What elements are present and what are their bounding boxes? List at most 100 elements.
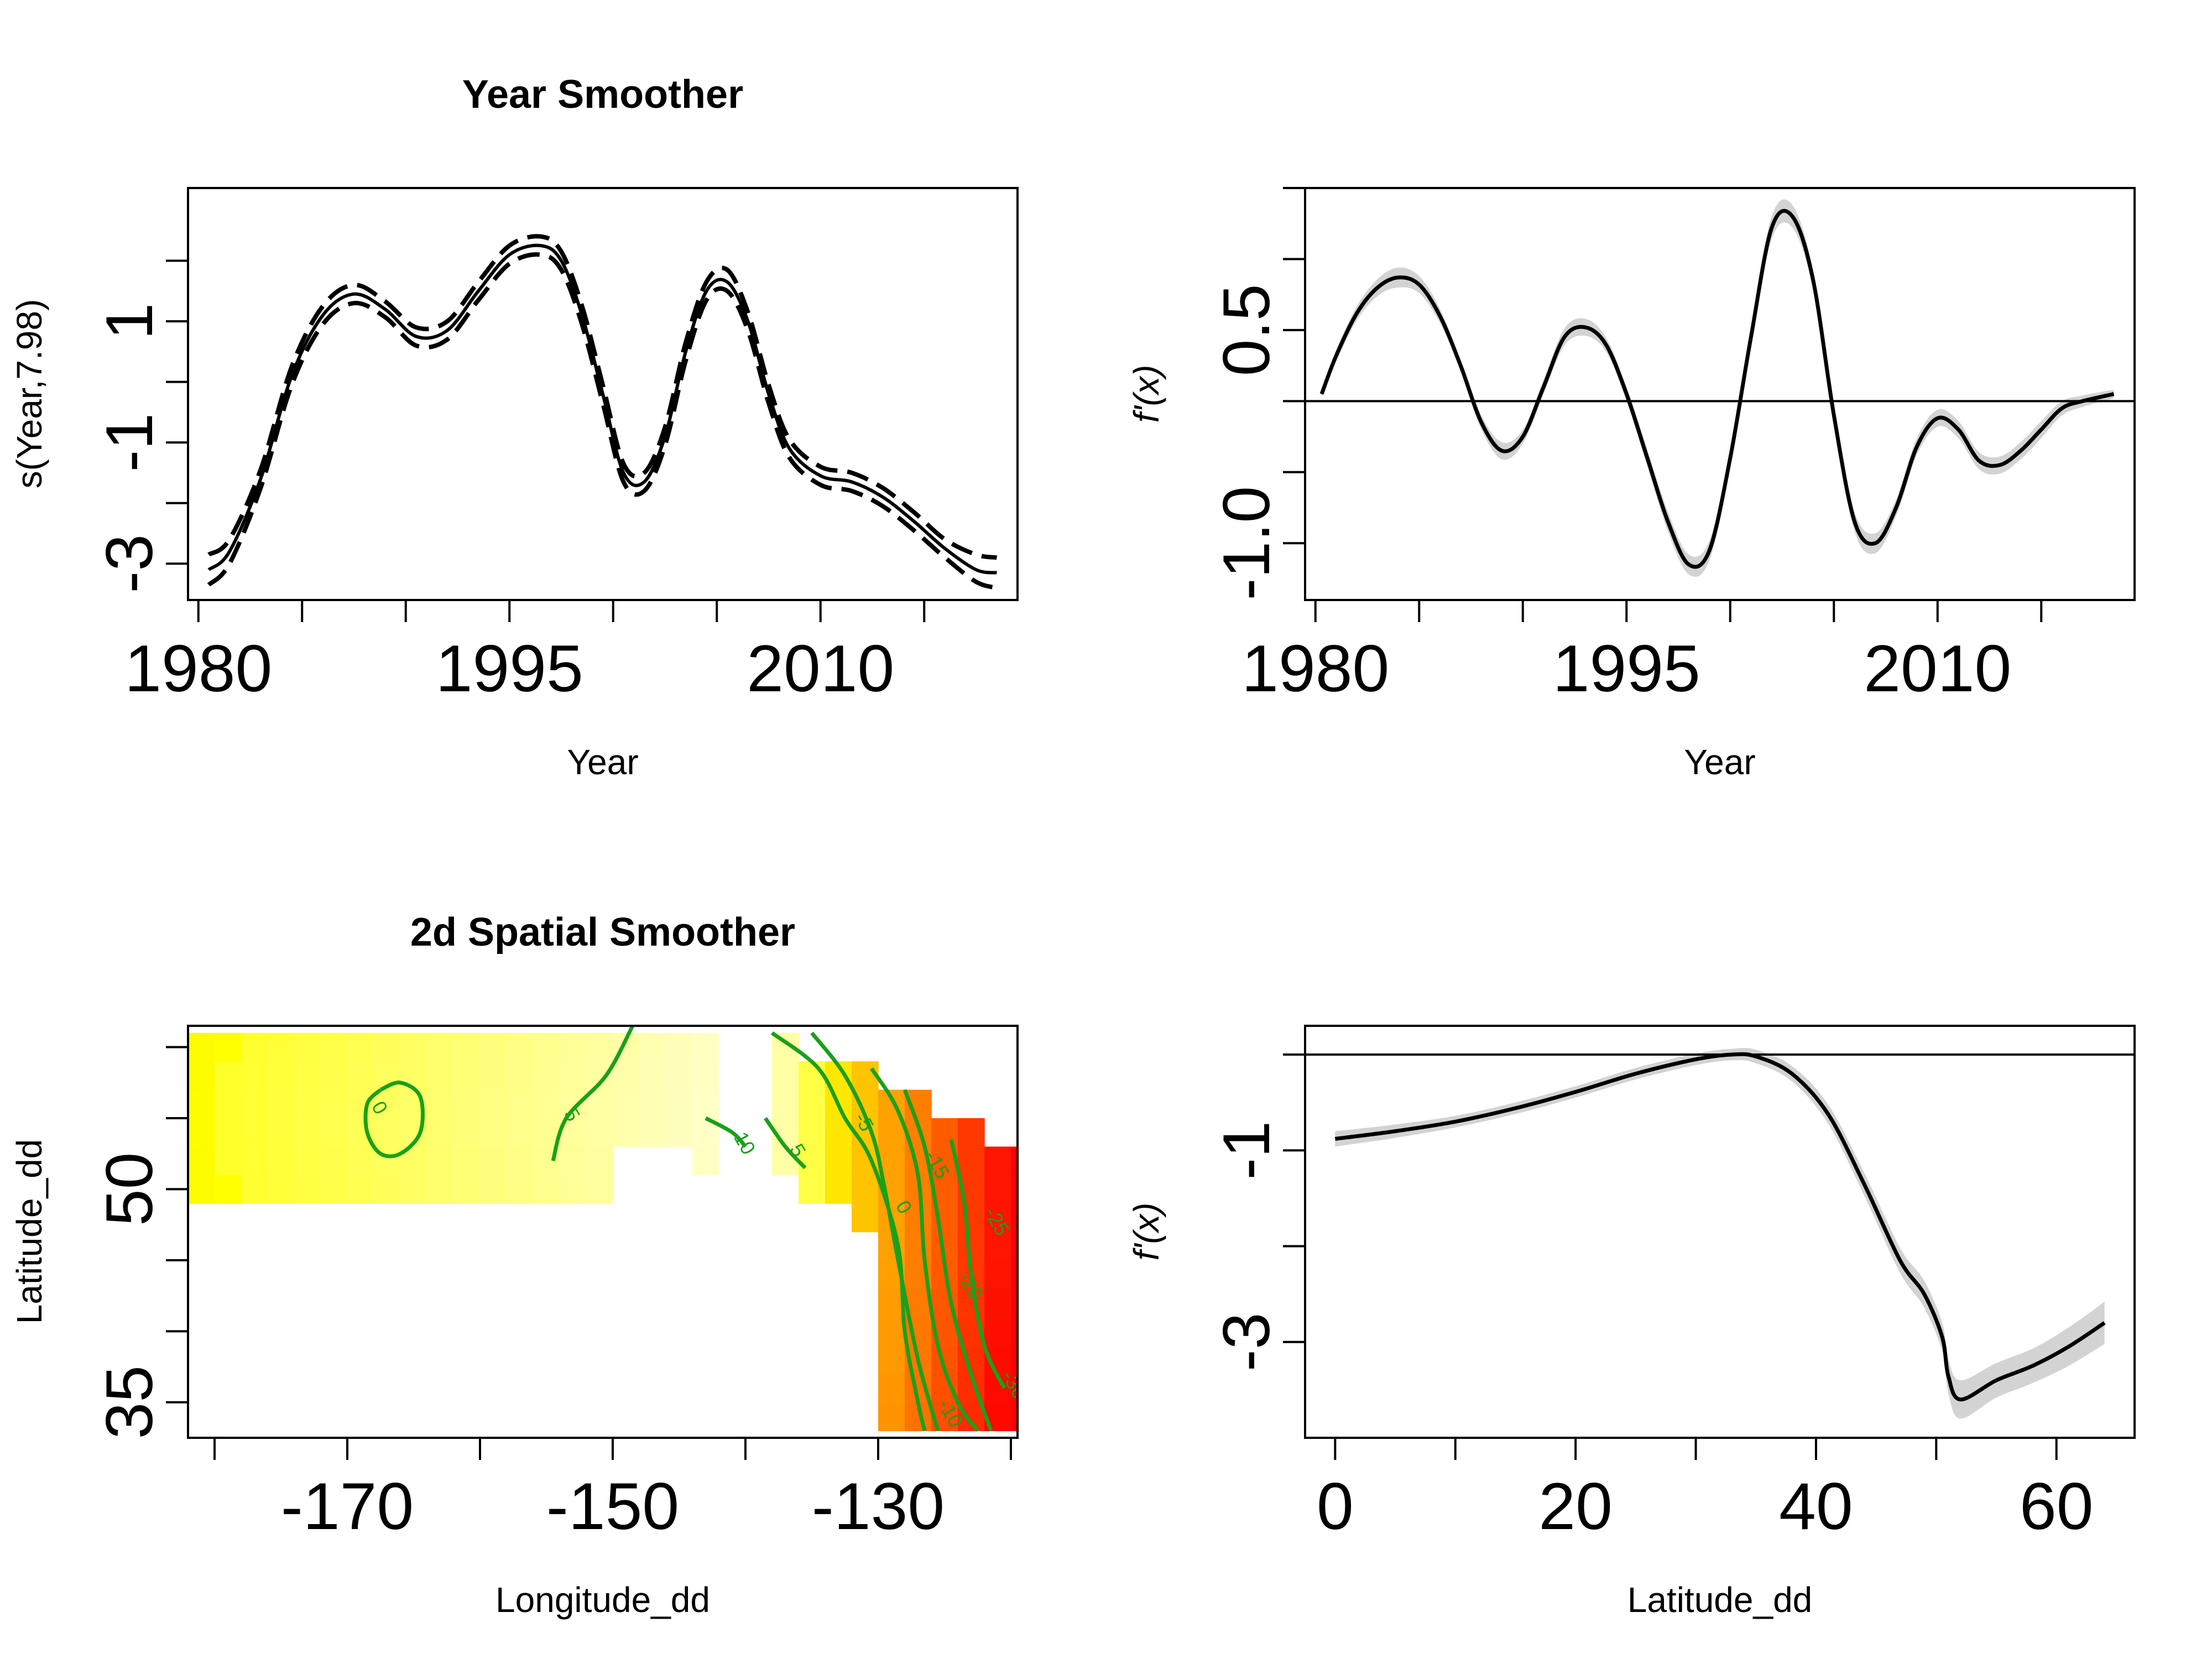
heatmap-cell [480,1089,507,1119]
heatmap-cell [215,1089,242,1119]
heatmap-cell [533,1175,560,1204]
y-axis: -1.0 0.5 [1209,187,1305,601]
heatmap-cell [613,1061,640,1091]
heatmap-cell [215,1118,242,1147]
heatmap-cell [825,1175,852,1204]
heatmap-cell [1011,1288,1018,1318]
plot-frame [1304,1025,2136,1439]
heatmap-cell [215,1032,242,1062]
heatmap-cell [507,1032,534,1062]
heatmap-cell [480,1032,507,1062]
heatmap-cell [958,1203,985,1233]
heatmap-cell [294,1146,321,1176]
heatmap-cell [188,1175,215,1204]
y-axis: -3 -1 1 [92,259,188,593]
heatmap-cell [507,1061,534,1091]
heatmap-cell [586,1032,613,1062]
heatmap-cell [453,1175,481,1204]
heatmap-cell [1011,1402,1018,1431]
plot-area [207,234,998,590]
heatmap-cell [586,1146,613,1176]
heatmap-cell [347,1032,374,1062]
panel-title: 2d Spatial Smoother [410,910,795,954]
heatmap-cell [374,1032,401,1062]
heatmap-cell [878,1118,905,1147]
x-tick-label: 2010 [747,632,894,706]
plot-frame [187,187,1019,601]
x-tick-label: 1980 [1241,632,1389,706]
x-axis: 1980 1995 2010 [1241,600,2043,706]
y-tick-label: -1.0 [1209,486,1284,601]
heatmap-cell [400,1175,427,1204]
heatmap-cell [1011,1232,1018,1261]
x-tick-label: 2010 [1864,632,2011,706]
x-axis: 0 20 40 60 [1317,1438,2093,1543]
heatmap-cell [1011,1374,1018,1403]
heatmap-cell [268,1032,295,1062]
heatmap-cell [719,1089,746,1119]
y-axis: 35 50 [92,1046,188,1439]
heatmap-cell [586,1175,613,1204]
y-axis-label: s(Year,7.98) [9,299,49,489]
heatmap-cell [400,1032,427,1062]
heatmap-cell [215,1146,242,1176]
heatmap-cell [984,1288,1011,1318]
heatmap-cell [799,1146,826,1176]
heatmap-cell [427,1089,454,1119]
heatmap-cell [268,1175,295,1204]
heatmap-cell [533,1089,560,1119]
contour-line [551,1026,635,1162]
heatmap-cell [188,1146,215,1176]
x-axis-label: Year [567,742,638,782]
x-tick-label: -170 [281,1469,414,1543]
heatmap-cell [878,1345,905,1375]
heatmap-cell [825,1146,852,1176]
heatmap-cell [958,1146,985,1176]
heatmap-cell [878,1317,905,1346]
heatmap-cell [852,1175,879,1204]
heatmap-cell [453,1089,481,1119]
heatmap-cell [453,1032,481,1062]
heatmap-cells [188,1032,1018,1431]
heatmap-cell [507,1118,534,1147]
heatmap-cell [507,1089,534,1119]
heatmap-cell [294,1118,321,1147]
x-tick-label: 60 [2020,1469,2093,1543]
heatmap-cell [772,1089,799,1119]
heatmap-cell [241,1032,268,1062]
heatmap-cell [241,1089,268,1119]
heatmap-cell [374,1089,401,1119]
heatmap-cell [958,1232,985,1261]
plot-frame [1304,187,2136,601]
heatmap-cell [799,1061,826,1091]
heatmap-cell [347,1175,374,1204]
heatmap-cell [560,1032,587,1062]
heatmap-cell [268,1089,295,1119]
heatmap-cell [958,1118,985,1147]
heatmap-cell [427,1146,454,1176]
y-tick-label: -1 [92,413,166,472]
heatmap-cell [1011,1175,1018,1204]
heatmap-cell [905,1203,932,1233]
heatmap-cell [533,1032,560,1062]
heatmap-cell [321,1061,348,1091]
heatmap-cell [480,1061,507,1091]
heatmap-cell [427,1032,454,1062]
panel-latitude-derivative: 0 20 40 60 -3 -1 Latitude_dd f'(x) [1126,1025,2136,1620]
heatmap-cell [215,1061,242,1091]
heatmap-cell [400,1061,427,1091]
contour-line [810,1031,940,1432]
contour-line [949,1139,1006,1389]
heatmap-cell [241,1118,268,1147]
heatmap-cell [347,1089,374,1119]
panel-year-smoother: Year Smoother 1980 1995 2010 -3 -1 1 Year s(… [9,72,1019,782]
heatmap-cell [453,1146,481,1176]
y-axis-label: f'(x) [1126,365,1166,423]
heatmap-cell [427,1118,454,1147]
heatmap-cell [984,1146,1011,1176]
confidence-band [1335,1048,2105,1419]
heatmap-cell [480,1175,507,1204]
contour-line [870,1067,979,1432]
heatmap-cell [984,1175,1011,1204]
